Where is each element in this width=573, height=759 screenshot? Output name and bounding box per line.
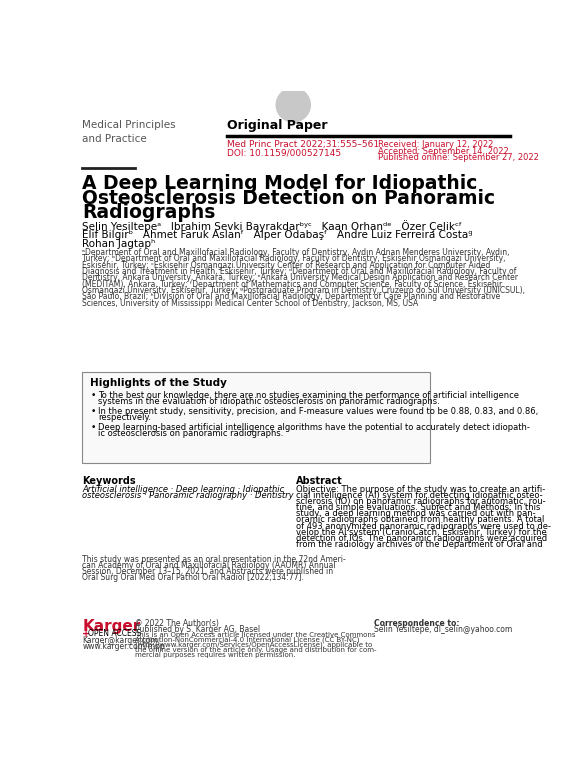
Text: Eskisehir, Turkey; ᶜEskisehir Osmangazi University Center of Research and Applic: Eskisehir, Turkey; ᶜEskisehir Osmangazi … bbox=[83, 261, 491, 269]
Text: the online version of the article only. Usage and distribution for com-: the online version of the article only. … bbox=[135, 647, 376, 653]
Text: (http://www.karger.com/Services/OpenAccessLicense), applicable to: (http://www.karger.com/Services/OpenAcce… bbox=[135, 641, 372, 648]
Text: respectively.: respectively. bbox=[98, 413, 151, 422]
Text: Selin Yesiltepeᵃ   Ibrahim Sevki Bayrakdarᵇʸᶜ   Kaan Orhanᵈᵉ   Özer Çelikᶜᶠ: Selin Yesiltepeᵃ Ibrahim Sevki Bayrakdar… bbox=[83, 220, 462, 232]
Text: Abstract: Abstract bbox=[296, 476, 343, 486]
Text: A Deep Learning Model for Idiopathic: A Deep Learning Model for Idiopathic bbox=[83, 175, 478, 194]
Text: Diagnosis and Treatment in Health, Eskisehir, Turkey; ᵈDepartment of Oral and Ma: Diagnosis and Treatment in Health, Eskis… bbox=[83, 267, 517, 276]
Text: tine, and simple evaluations. Subject and Methods: In this: tine, and simple evaluations. Subject an… bbox=[296, 503, 541, 512]
Text: •: • bbox=[90, 391, 96, 399]
Text: systems in the evaluation of idiopathic osteosclerosis on panoramic radiographs.: systems in the evaluation of idiopathic … bbox=[98, 397, 439, 406]
Text: São Paulo, Brazil; ʰDivision of Oral and Maxillofacial Radiology, Department of : São Paulo, Brazil; ʰDivision of Oral and… bbox=[83, 292, 501, 301]
Text: Attribution-NonCommercial-4.0 International License (CC BY-NC): Attribution-NonCommercial-4.0 Internatio… bbox=[135, 637, 360, 643]
Text: Correspondence to:: Correspondence to: bbox=[374, 619, 460, 628]
Text: Dentistry, Ankara University, Ankara, Turkey; ᵉAnkara University Medical Design : Dentistry, Ankara University, Ankara, Tu… bbox=[83, 273, 519, 282]
Text: OPEN ACCESS: OPEN ACCESS bbox=[88, 628, 141, 638]
Text: Received: January 12, 2022: Received: January 12, 2022 bbox=[378, 140, 493, 150]
Text: Medical Principles
and Practice: Medical Principles and Practice bbox=[83, 121, 176, 144]
Text: Radiographs: Radiographs bbox=[83, 203, 216, 222]
Text: Highlights of the Study: Highlights of the Study bbox=[90, 378, 227, 389]
Text: Original Paper: Original Paper bbox=[227, 119, 327, 132]
Text: Selin Yesiltepe, dl_selin@yahoo.com: Selin Yesiltepe, dl_selin@yahoo.com bbox=[374, 625, 512, 634]
Text: study, a deep learning method was carried out with pan-: study, a deep learning method was carrie… bbox=[296, 509, 536, 518]
Text: ᵃDepartment of Oral and Maxillofacial Radiology, Faculty of Dentistry, Aydın Adn: ᵃDepartment of Oral and Maxillofacial Ra… bbox=[83, 248, 510, 257]
Text: •: • bbox=[90, 423, 96, 432]
Text: Elif Bilgirᵇ   Ahmet Faruk Aslanᶠ   Alper Odabaşᶠ   Andre Luiz Ferreira Costaᵍ: Elif Bilgirᵇ Ahmet Faruk Aslanᶠ Alper Od… bbox=[83, 230, 473, 240]
Text: This is an Open Access article licensed under the Creative Commons: This is an Open Access article licensed … bbox=[135, 631, 376, 638]
Text: ic osteosclerosis on panoramic radiographs.: ic osteosclerosis on panoramic radiograp… bbox=[98, 429, 284, 438]
Text: cial intelligence (AI) system for detecting idiopathic osteo-: cial intelligence (AI) system for detect… bbox=[296, 491, 543, 499]
Text: Session, December 13–15, 2021, and Abstracts were published in: Session, December 13–15, 2021, and Abstr… bbox=[83, 567, 333, 576]
Text: To the best our knowledge, there are no studies examining the performance of art: To the best our knowledge, there are no … bbox=[98, 391, 519, 399]
Text: Turkey; ᵇDepartment of Oral and Maxillofacial Radiology, Faculty of Dentistry, E: Turkey; ᵇDepartment of Oral and Maxillof… bbox=[83, 254, 506, 263]
Text: Karger: Karger bbox=[83, 619, 141, 634]
Text: of 493 anonymized panoramic radiographs were used to de-: of 493 anonymized panoramic radiographs … bbox=[296, 521, 551, 531]
Text: © 2022 The Author(s): © 2022 The Author(s) bbox=[135, 619, 219, 628]
Circle shape bbox=[276, 88, 311, 122]
Text: detection of IOs. The panoramic radiographs were acquired: detection of IOs. The panoramic radiogra… bbox=[296, 534, 547, 543]
Text: (MEDITAM), Ankara, Turkey; ᶠDepartment of Mathematics and Computer Science, Facu: (MEDITAM), Ankara, Turkey; ᶠDepartment o… bbox=[83, 280, 503, 288]
Text: Med Princ Pract 2022;31:555–561: Med Princ Pract 2022;31:555–561 bbox=[227, 140, 379, 150]
Text: Oral Surg Oral Med Oral Pathol Oral Radiol [2022;134:77].: Oral Surg Oral Med Oral Pathol Oral Radi… bbox=[83, 573, 304, 581]
Text: Karger@karger.com: Karger@karger.com bbox=[83, 636, 158, 645]
Text: can Academy of Oral and Maxillofacial Radiology (AAOMR) Annual: can Academy of Oral and Maxillofacial Ra… bbox=[83, 561, 336, 570]
Text: Keywords: Keywords bbox=[83, 476, 136, 486]
Text: mercial purposes requires written permission.: mercial purposes requires written permis… bbox=[135, 652, 296, 657]
Text: Published online: September 27, 2022: Published online: September 27, 2022 bbox=[378, 153, 539, 162]
Text: Osteosclerosis Detection on Panoramic: Osteosclerosis Detection on Panoramic bbox=[83, 189, 496, 208]
Text: DOI: 10.1159/000527145: DOI: 10.1159/000527145 bbox=[227, 148, 341, 157]
Text: Rohan Jagtapʰ: Rohan Jagtapʰ bbox=[83, 239, 156, 249]
Text: Deep learning-based artificial intelligence algorithms have the potential to acc: Deep learning-based artificial intellige… bbox=[98, 423, 530, 432]
Text: oramic radiographs obtained from healthy patients. A total: oramic radiographs obtained from healthy… bbox=[296, 515, 545, 524]
FancyBboxPatch shape bbox=[83, 372, 430, 463]
Text: www.karger.com/mpp: www.karger.com/mpp bbox=[83, 641, 166, 650]
Text: Sciences, University of Mississippi Medical Center School of Dentistry, Jackson,: Sciences, University of Mississippi Medi… bbox=[83, 299, 419, 307]
Text: In the present study, sensitivity, precision, and F-measure values were found to: In the present study, sensitivity, preci… bbox=[98, 407, 538, 416]
Text: Artificial intelligence · Deep learning · Idiopathic: Artificial intelligence · Deep learning … bbox=[83, 484, 285, 493]
Text: velop the AI system (CranioCatch, Eskisehir, Turkey) for the: velop the AI system (CranioCatch, Eskise… bbox=[296, 528, 547, 537]
Text: Accepted: September 14, 2022: Accepted: September 14, 2022 bbox=[378, 146, 508, 156]
Text: osteosclerosis · Panoramic radiography · Dentistry: osteosclerosis · Panoramic radiography ·… bbox=[83, 491, 294, 499]
Text: This study was presented as an oral presentation in the 72nd Ameri-: This study was presented as an oral pres… bbox=[83, 556, 346, 565]
Text: Osmangazi University, Eskisehir, Turkey; ᵍPostgraduate Program in Dentistry, Cru: Osmangazi University, Eskisehir, Turkey;… bbox=[83, 286, 525, 295]
Text: •: • bbox=[90, 407, 96, 416]
Text: sclerosis (IO) on panoramic radiographs for automatic, rou-: sclerosis (IO) on panoramic radiographs … bbox=[296, 497, 546, 505]
Text: from the radiology archives of the Department of Oral and: from the radiology archives of the Depar… bbox=[296, 540, 543, 549]
Text: +: + bbox=[83, 628, 91, 638]
Text: Published by S. Karger AG, Basel: Published by S. Karger AG, Basel bbox=[135, 625, 260, 634]
Text: Objective: The purpose of the study was to create an artifi-: Objective: The purpose of the study was … bbox=[296, 484, 545, 493]
